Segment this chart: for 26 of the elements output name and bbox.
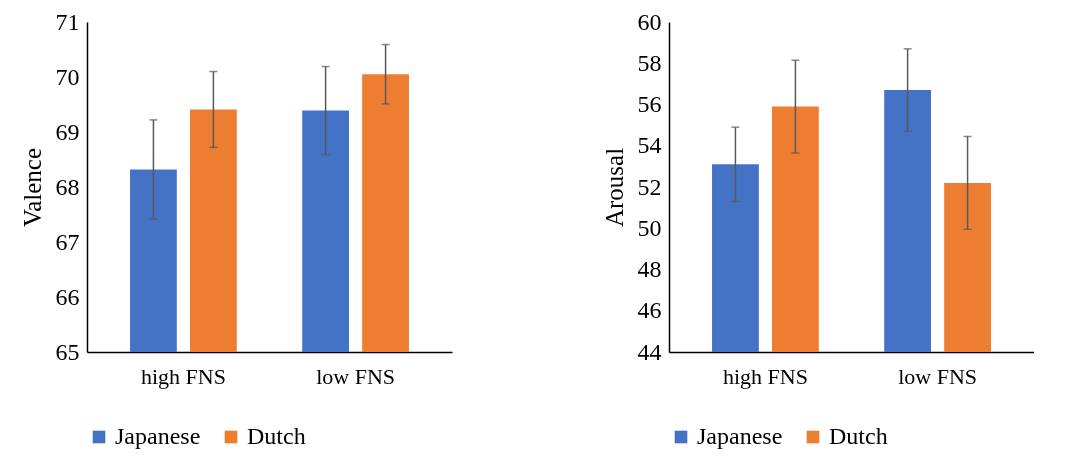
legend-label: Dutch [247,423,306,449]
y-axis-title: Arousal [600,147,628,228]
x-tick-label: low FNS [316,363,396,389]
y-tick-label: 71 [55,8,80,35]
x-tick-label: high FNS [140,363,226,389]
x-tick-label: low FNS [898,363,978,389]
y-tick-label: 70 [55,63,80,90]
y-tick-label: 48 [637,256,662,282]
y-tick-label: 52 [637,173,662,200]
y-tick-label: 50 [637,214,662,241]
x-tick-label: high FNS [722,363,808,389]
y-tick-label: 56 [637,91,662,117]
y-tick-label: 65 [55,338,80,365]
y-tick-label: 66 [55,283,80,310]
y-tick-label: 69 [55,118,80,145]
y-tick-label: 68 [55,173,80,200]
y-tick-label: 67 [55,228,80,255]
y-tick-label: 58 [637,49,662,76]
y-tick-label: 54 [637,132,662,159]
y-tick-label: 44 [637,338,662,365]
legend-label: Dutch [829,423,888,449]
y-tick-label: 60 [637,8,662,35]
y-tick-label: 46 [637,297,662,324]
legend-label: Japanese [697,423,783,449]
legend-label: Japanese [115,423,201,449]
y-axis-title: Valence [18,147,46,228]
